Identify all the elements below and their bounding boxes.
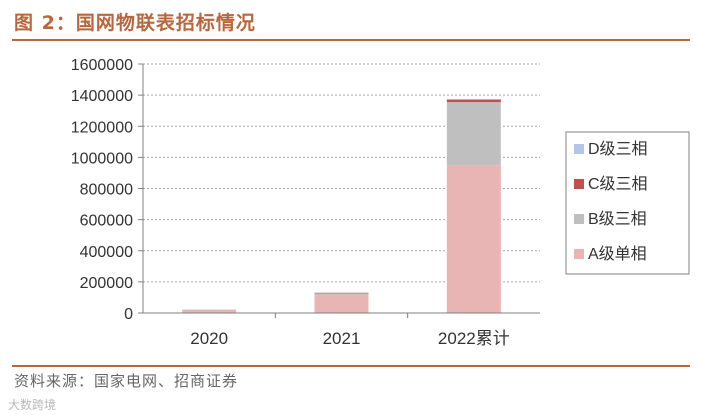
legend-swatch <box>574 179 584 189</box>
legend-label: A级单相 <box>588 245 647 263</box>
x-tick-label: 2022累计 <box>438 329 510 348</box>
y-tick-label: 200000 <box>80 275 133 292</box>
bar-segment <box>446 165 501 313</box>
y-tick-label: 800000 <box>80 182 133 199</box>
legend-swatch <box>574 214 584 224</box>
source-rule <box>12 365 690 367</box>
bar-segment <box>446 99 501 103</box>
bar-segment <box>182 309 237 311</box>
legend-label: D级三相 <box>588 140 648 158</box>
bar-segment <box>314 292 369 296</box>
bar-segment <box>314 295 369 313</box>
axes: 0 200000 400000 600000 800000 1000000 1200000 1… <box>71 57 540 348</box>
bars <box>182 99 501 313</box>
y-tick-label: 1200000 <box>71 119 133 136</box>
legend-label: C级三相 <box>588 175 648 193</box>
x-tick-label: 2020 <box>190 329 228 348</box>
legend-box <box>565 131 690 275</box>
y-tick-label: 600000 <box>80 213 133 230</box>
bar-segment <box>314 292 369 294</box>
legend-label: B级三相 <box>588 210 647 228</box>
y-tick-label: 400000 <box>80 244 133 261</box>
source-note: 资料来源：国家电网、招商证券 <box>14 372 239 390</box>
bar-segment <box>446 102 501 166</box>
bar-segment <box>182 309 237 313</box>
y-tick-label: 1400000 <box>71 88 133 105</box>
y-tick-label: 1600000 <box>71 57 133 74</box>
bar-segment <box>446 99 501 100</box>
title-rule <box>12 39 690 41</box>
legend-swatch <box>574 249 584 259</box>
y-tick-label: 1000000 <box>71 150 133 167</box>
legend: D级三相 C级三相 B级三相 A级单相 <box>565 131 690 275</box>
legend-swatch <box>574 144 584 154</box>
figure-title: 图 2：国网物联表招标情况 <box>14 12 256 34</box>
watermark: 大数跨境 <box>8 398 57 412</box>
y-tick-label: 0 <box>124 306 133 323</box>
x-tick-label: 2021 <box>323 329 361 348</box>
stacked-bar-chart: 0 200000 400000 600000 800000 1000000 1200000 1… <box>71 57 690 348</box>
